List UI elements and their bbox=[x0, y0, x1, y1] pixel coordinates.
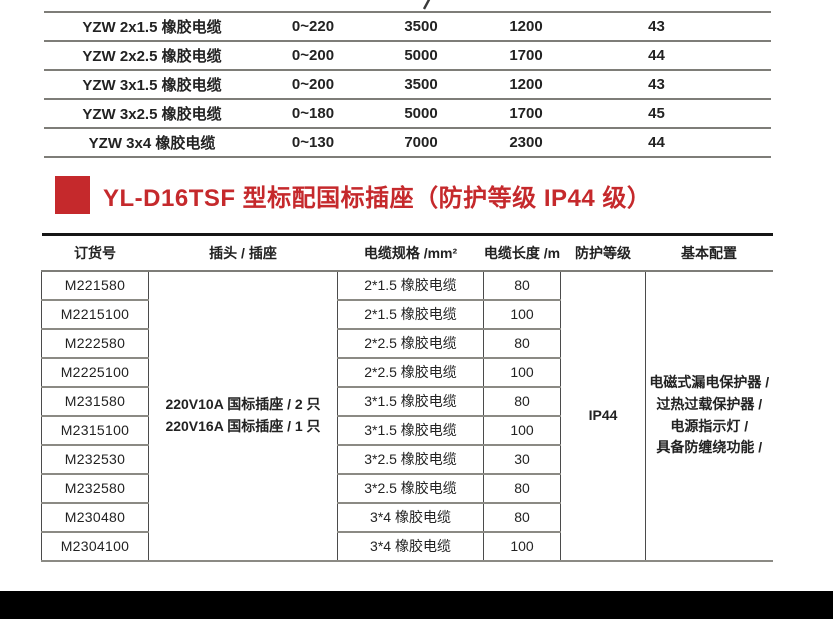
cable-model: YZW 3x4 橡胶电缆 bbox=[44, 127, 260, 158]
cable-range: 0~220 bbox=[260, 11, 366, 41]
table-row: YZW 3x4 橡胶电缆 0~130 7000 2300 44 bbox=[44, 127, 771, 158]
order-number: M232580 bbox=[41, 472, 149, 504]
col-header-protection: 防护等级 bbox=[560, 233, 646, 272]
table-row: YZW 2x1.5 橡胶电缆 0~220 3500 1200 43 bbox=[44, 11, 771, 41]
cable-value: 3500 bbox=[366, 11, 476, 41]
protection-rating-cell: IP44 bbox=[560, 270, 646, 562]
order-number: M231580 bbox=[41, 385, 149, 417]
cable-length: 80 bbox=[483, 270, 561, 301]
table-row: YZW 2x2.5 橡胶电缆 0~200 5000 1700 44 bbox=[44, 40, 771, 70]
cable-value: 2300 bbox=[476, 127, 576, 158]
cable-length: 100 bbox=[483, 530, 561, 562]
order-table: 订货号 插头 / 插座 电缆规格 /mm² 电缆长度 /m 防护等级 基本配置 … bbox=[41, 233, 773, 562]
cable-range: 0~200 bbox=[260, 69, 366, 99]
cable-value: 5000 bbox=[366, 40, 476, 70]
table-row: M230480 3*4 橡胶电缆 80 bbox=[41, 501, 773, 533]
cable-spec: 2*1.5 橡胶电缆 bbox=[337, 298, 484, 330]
table-row: YZW 3x1.5 橡胶电缆 0~200 3500 1200 43 bbox=[44, 69, 771, 99]
col-header-cable-spec: 电缆规格 /mm² bbox=[337, 233, 484, 272]
col-header-plug-socket: 插头 / 插座 bbox=[148, 233, 338, 272]
cable-model: YZW 3x1.5 橡胶电缆 bbox=[44, 69, 260, 99]
order-number: M2225100 bbox=[41, 356, 149, 388]
table-row: M222580 2*2.5 橡胶电缆 80 bbox=[41, 327, 773, 359]
cable-value: 1700 bbox=[476, 98, 576, 128]
cable-range: 0~130 bbox=[260, 127, 366, 158]
table-row: M232580 3*2.5 橡胶电缆 80 bbox=[41, 472, 773, 504]
cable-value: 1200 bbox=[476, 11, 576, 41]
table-header-row: 订货号 插头 / 插座 电缆规格 /mm² 电缆长度 /m 防护等级 基本配置 bbox=[41, 233, 773, 272]
cable-spec: 2*2.5 橡胶电缆 bbox=[337, 356, 484, 388]
cable-length: 80 bbox=[483, 385, 561, 417]
section-title: YL-D16TSF 型标配国标插座（防护等级 IP44 级） bbox=[55, 176, 651, 214]
plug-socket-cell: 220V10A 国标插座 / 2 只 220V16A 国标插座 / 1 只 bbox=[148, 270, 338, 562]
col-header-base-config: 基本配置 bbox=[645, 233, 773, 272]
cable-value: 1200 bbox=[476, 69, 576, 99]
cable-value: 3500 bbox=[366, 69, 476, 99]
yzw-cable-spec-table: YZW 2x1.5 橡胶电缆 0~220 3500 1200 43 YZW 2x… bbox=[44, 11, 771, 158]
config-line: 电磁式漏电保护器 / bbox=[649, 374, 770, 391]
cable-spec: 2*1.5 橡胶电缆 bbox=[337, 270, 484, 301]
plug-socket-line: 220V16A 国标插座 / 1 只 bbox=[165, 417, 321, 434]
cable-length: 30 bbox=[483, 443, 561, 475]
cable-length: 100 bbox=[483, 356, 561, 388]
cable-range: 0~200 bbox=[260, 40, 366, 70]
plug-socket-line: 220V10A 国标插座 / 2 只 bbox=[165, 395, 321, 412]
table-row: YZW 3x2.5 橡胶电缆 0~180 5000 1700 45 bbox=[44, 98, 771, 128]
cable-icon bbox=[416, 0, 446, 10]
table-row: M2215100 2*1.5 橡胶电缆 100 bbox=[41, 298, 773, 330]
cable-length: 80 bbox=[483, 501, 561, 533]
order-number: M221580 bbox=[41, 270, 149, 301]
table-row: M2304100 3*4 橡胶电缆 100 bbox=[41, 530, 773, 562]
cable-value: 44 bbox=[576, 127, 771, 158]
red-square-bullet-icon bbox=[55, 176, 90, 214]
cable-model: YZW 2x1.5 橡胶电缆 bbox=[44, 11, 260, 41]
bottom-black-bar bbox=[0, 591, 833, 619]
order-number: M2215100 bbox=[41, 298, 149, 330]
config-line: 具备防缠绕功能 / bbox=[656, 439, 763, 456]
table-row: M232530 3*2.5 橡胶电缆 30 bbox=[41, 443, 773, 475]
order-number: M230480 bbox=[41, 501, 149, 533]
cable-model: YZW 2x2.5 橡胶电缆 bbox=[44, 40, 260, 70]
cable-length: 100 bbox=[483, 414, 561, 446]
table-row: M2225100 2*2.5 橡胶电缆 100 bbox=[41, 356, 773, 388]
order-number: M2315100 bbox=[41, 414, 149, 446]
cable-spec: 3*1.5 橡胶电缆 bbox=[337, 414, 484, 446]
cable-value: 1700 bbox=[476, 40, 576, 70]
cable-value: 7000 bbox=[366, 127, 476, 158]
table-row: M231580 3*1.5 橡胶电缆 80 bbox=[41, 385, 773, 417]
table-row: M221580 220V10A 国标插座 / 2 只 220V16A 国标插座 … bbox=[41, 270, 773, 562]
base-config-cell: 电磁式漏电保护器 / 过热过载保护器 / 电源指示灯 / 具备防缠绕功能 / bbox=[645, 270, 773, 562]
cable-model: YZW 3x2.5 橡胶电缆 bbox=[44, 98, 260, 128]
table-row: M2315100 3*1.5 橡胶电缆 100 bbox=[41, 414, 773, 446]
cable-value: 5000 bbox=[366, 98, 476, 128]
order-number: M232530 bbox=[41, 443, 149, 475]
cable-spec: 3*2.5 橡胶电缆 bbox=[337, 443, 484, 475]
cable-value: 43 bbox=[576, 11, 771, 41]
order-number: M222580 bbox=[41, 327, 149, 359]
cable-spec: 3*2.5 橡胶电缆 bbox=[337, 472, 484, 504]
cable-value: 45 bbox=[576, 98, 771, 128]
cable-length: 100 bbox=[483, 298, 561, 330]
config-line: 电源指示灯 / bbox=[670, 417, 749, 434]
cable-spec: 3*4 橡胶电缆 bbox=[337, 501, 484, 533]
cable-spec: 3*4 橡胶电缆 bbox=[337, 530, 484, 562]
col-header-cable-length: 电缆长度 /m bbox=[483, 233, 561, 272]
cable-spec: 3*1.5 橡胶电缆 bbox=[337, 385, 484, 417]
cable-value: 44 bbox=[576, 40, 771, 70]
col-header-order-no: 订货号 bbox=[41, 233, 149, 272]
cable-value: 43 bbox=[576, 69, 771, 99]
cable-length: 80 bbox=[483, 472, 561, 504]
config-line: 过热过载保护器 / bbox=[656, 395, 763, 412]
page-title: YL-D16TSF 型标配国标插座（防护等级 IP44 级） bbox=[103, 184, 652, 212]
cable-length: 80 bbox=[483, 327, 561, 359]
cable-spec: 2*2.5 橡胶电缆 bbox=[337, 327, 484, 359]
order-number: M2304100 bbox=[41, 530, 149, 562]
cable-range: 0~180 bbox=[260, 98, 366, 128]
